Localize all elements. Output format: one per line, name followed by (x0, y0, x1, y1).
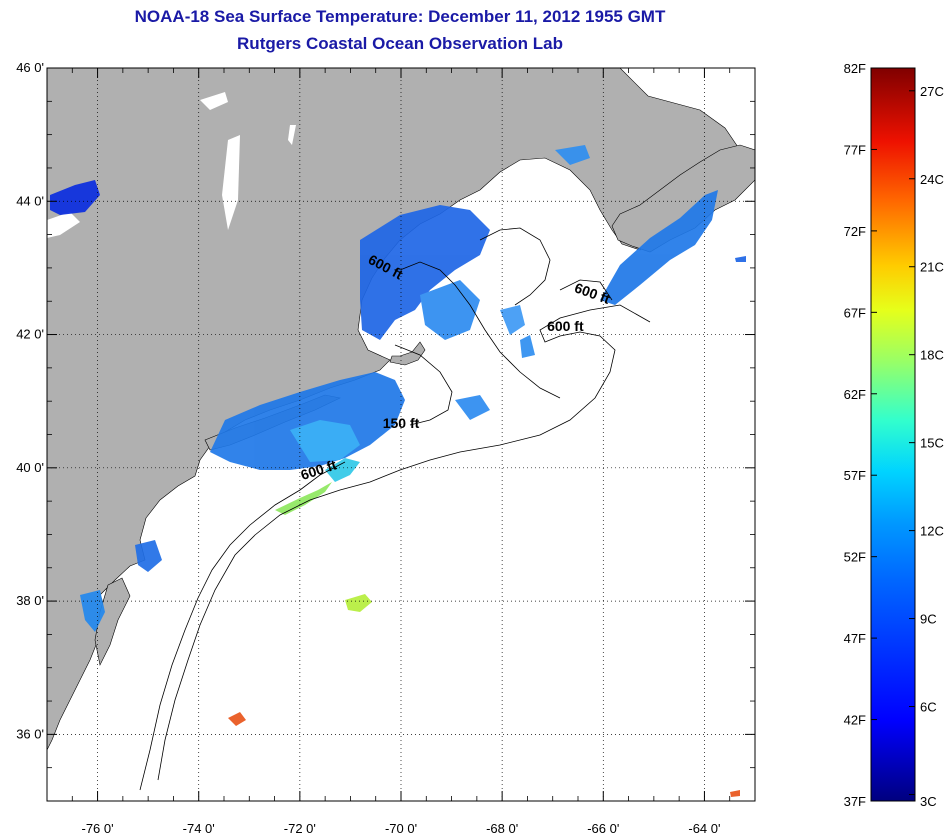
contour-line (157, 304, 651, 781)
colorbar-gradient (870, 67, 916, 802)
lake (288, 125, 296, 145)
lon-tick-label: -64 0' (688, 821, 720, 836)
map-subtitle: Rutgers Coastal Ocean Observation Lab (237, 34, 563, 53)
lat-tick-label: 44 0' (16, 193, 44, 208)
contour-line (399, 261, 561, 399)
contour-label: 600 ft (547, 318, 584, 334)
lake (200, 92, 228, 110)
colorbar-labels: 82F 77F 72F 67F 62F 57F 52F 47F 42F 37F 27C 24C 21C 1… (844, 61, 944, 809)
sst-patch (275, 482, 332, 515)
lon-tick-label: -76 0' (82, 821, 114, 836)
sst-patch (135, 540, 162, 572)
colorbar-c-label: 3C (920, 794, 937, 809)
sst-patch (735, 256, 746, 262)
lat-tick-label: 36 0' (16, 726, 44, 741)
colorbar-c-label: 27C (920, 84, 944, 99)
colorbar-f-label: 77F (844, 142, 866, 157)
colorbar: 82F 77F 72F 67F 62F 57F 52F 47F 42F 37F 27C 24C 21C 1… (844, 61, 944, 809)
sst-patches (50, 145, 746, 797)
colorbar-f-label: 47F (844, 631, 866, 646)
sst-patch (455, 395, 490, 420)
sst-patch (290, 420, 360, 462)
lon-tick-label: -66 0' (587, 821, 619, 836)
contour-line (559, 279, 613, 301)
lon-tick-label: -72 0' (284, 821, 316, 836)
sst-patch (80, 590, 105, 632)
colorbar-c-label: 24C (920, 172, 944, 187)
sst-patch (360, 205, 490, 340)
colorbar-f-label: 62F (844, 387, 866, 402)
sst-patch (325, 458, 360, 482)
land-cape-cod (389, 341, 426, 366)
lat-tick-label: 38 0' (16, 593, 44, 608)
colorbar-f-label: 37F (844, 794, 866, 809)
contour-label: 150 ft (383, 415, 420, 431)
colorbar-c-label: 15C (920, 436, 944, 451)
lat-tick-label: 46 0' (16, 60, 44, 75)
sst-patch (500, 305, 525, 335)
sst-patch (555, 145, 590, 165)
colorbar-c-label: 6C (920, 700, 937, 715)
lake (47, 212, 80, 238)
lon-tick-label: -74 0' (183, 821, 215, 836)
sst-patch (520, 335, 535, 358)
lon-tick-label: -68 0' (486, 821, 518, 836)
colorbar-f-label: 52F (844, 550, 866, 565)
colorbar-f-label: 42F (844, 713, 866, 728)
colorbar-c-label: 12C (920, 524, 944, 539)
contour-line (479, 227, 551, 306)
colorbar-f-label: 82F (844, 61, 866, 76)
lat-tick-label: 40 0' (16, 460, 44, 475)
colorbar-f-label: 57F (844, 468, 866, 483)
colorbar-c-label: 9C (920, 612, 937, 627)
lat-tick-label: 42 0' (16, 327, 44, 342)
sst-patch (228, 712, 246, 726)
map-axes: -76 0' -74 0' -72 0' -70 0' -68 0' -66 0' -64 … (16, 60, 755, 836)
sst-patch (600, 190, 718, 305)
sst-patch (50, 180, 100, 215)
sst-patch (345, 594, 372, 612)
bathymetry-contours (139, 227, 651, 791)
colorbar-f-label: 67F (844, 305, 866, 320)
lake (222, 135, 240, 230)
map-title: NOAA-18 Sea Surface Temperature: Decembe… (134, 7, 666, 26)
contour-line (394, 344, 453, 426)
colorbar-c-label: 18C (920, 348, 944, 363)
colorbar-c-label: 21C (920, 260, 944, 275)
lon-tick-label: -70 0' (385, 821, 417, 836)
sst-patch (420, 280, 480, 340)
contour-line (139, 461, 346, 791)
colorbar-f-label: 72F (844, 224, 866, 239)
sst-patch (730, 790, 740, 797)
